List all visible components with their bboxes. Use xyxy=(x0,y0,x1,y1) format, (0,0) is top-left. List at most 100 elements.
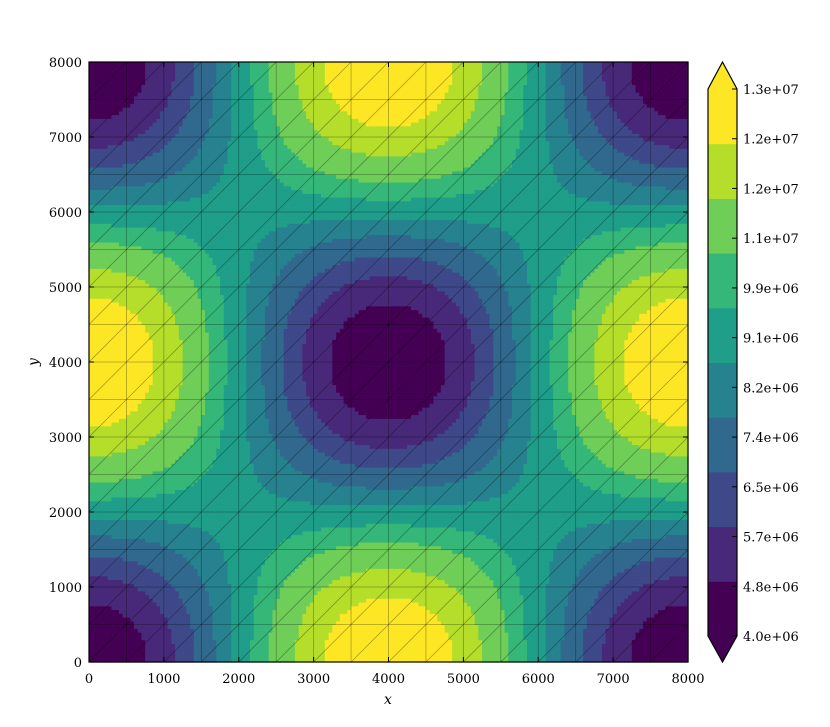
contour-cell xyxy=(92,264,98,269)
contour-cell xyxy=(130,380,135,386)
contour-cell xyxy=(137,193,143,198)
contour-cell xyxy=(148,347,154,352)
contour-cell xyxy=(160,144,165,149)
contour-cell xyxy=(193,317,199,322)
contour-cell xyxy=(148,260,154,266)
contour-cell xyxy=(152,448,157,453)
contour-cell xyxy=(178,110,184,116)
contour-cell xyxy=(89,178,94,183)
contour-cell xyxy=(107,658,113,663)
contour-cell xyxy=(115,77,120,82)
contour-cell xyxy=(167,129,172,134)
contour-cell xyxy=(115,122,120,127)
contour-cell xyxy=(197,568,202,573)
contour-cell xyxy=(92,440,98,446)
contour-cell xyxy=(193,155,199,161)
contour-cell xyxy=(89,429,94,434)
contour-cell xyxy=(111,343,116,348)
contour-cell xyxy=(175,437,180,442)
contour-cell xyxy=(107,365,113,371)
contour-cell xyxy=(175,227,180,232)
contour-cell xyxy=(197,459,202,464)
contour-cell xyxy=(130,583,135,588)
contour-cell xyxy=(163,200,169,206)
contour-cell xyxy=(190,279,195,284)
contour-cell xyxy=(197,125,202,131)
contour-cell xyxy=(133,448,139,453)
contour-cell xyxy=(137,542,143,547)
contour-cell xyxy=(193,425,199,431)
contour-cell xyxy=(201,504,206,509)
contour-cell xyxy=(201,448,206,453)
contour-cell xyxy=(126,167,131,172)
contour-cell xyxy=(182,155,187,161)
contour-cell xyxy=(197,332,202,337)
contour-cell xyxy=(100,279,105,284)
contour-cell xyxy=(197,155,202,161)
contour-cell xyxy=(148,388,154,393)
contour-cell xyxy=(167,185,172,191)
contour-cell xyxy=(182,272,187,277)
contour-cell xyxy=(201,602,206,607)
contour-cell xyxy=(175,658,180,663)
contour-cell xyxy=(148,598,154,603)
contour-cell xyxy=(178,624,184,629)
contour-cell xyxy=(145,365,150,371)
contour-cell xyxy=(122,125,128,131)
contour-cell xyxy=(163,407,169,412)
contour-cell xyxy=(152,377,157,382)
contour-cell xyxy=(205,609,210,614)
contour-cell xyxy=(148,193,154,198)
contour-cell xyxy=(92,223,98,228)
contour-cell xyxy=(133,482,139,487)
contour-cell xyxy=(141,354,146,359)
contour-cell xyxy=(175,170,180,176)
contour-cell xyxy=(186,380,191,386)
contour-cell xyxy=(178,107,184,112)
contour-cell xyxy=(145,189,150,194)
contour-cell xyxy=(156,114,161,119)
contour-cell xyxy=(115,283,120,288)
contour-cell xyxy=(137,324,143,329)
contour-cell xyxy=(111,182,116,187)
contour-cell xyxy=(160,527,165,532)
contour-cell xyxy=(118,227,124,232)
contour-cell xyxy=(122,354,128,359)
contour-cell xyxy=(145,230,150,236)
contour-cell xyxy=(130,313,135,318)
contour-cell xyxy=(141,590,146,596)
contour-cell xyxy=(193,279,199,284)
contour-cell xyxy=(107,515,113,521)
contour-cell xyxy=(92,155,98,161)
contour-cell xyxy=(186,497,191,502)
contour-cell xyxy=(160,335,165,341)
contour-cell xyxy=(137,230,143,236)
contour-cell xyxy=(193,437,199,442)
contour-cell xyxy=(156,568,161,573)
contour-cell xyxy=(130,530,135,536)
contour-cell xyxy=(205,650,210,656)
contour-cell xyxy=(171,137,176,142)
contour-cell xyxy=(152,564,157,569)
contour-cell xyxy=(92,594,98,599)
contour-cell xyxy=(156,144,161,149)
contour-cell xyxy=(197,189,202,194)
contour-cell xyxy=(171,185,176,191)
contour-cell xyxy=(130,167,135,172)
contour-cell xyxy=(178,605,184,611)
contour-cell xyxy=(186,452,191,457)
contour-cell xyxy=(126,613,131,618)
contour-cell xyxy=(186,80,191,86)
contour-cell xyxy=(156,103,161,108)
contour-cell xyxy=(96,598,101,603)
contour-cell xyxy=(118,313,124,318)
contour-cell xyxy=(178,362,184,367)
contour-cell xyxy=(201,189,206,194)
contour-cell xyxy=(96,388,101,393)
contour-cell xyxy=(171,227,176,232)
contour-cell xyxy=(178,560,184,566)
contour-cell xyxy=(171,290,176,296)
contour-cell xyxy=(130,482,135,487)
contour-cell xyxy=(92,365,98,371)
contour-cell xyxy=(145,478,150,483)
